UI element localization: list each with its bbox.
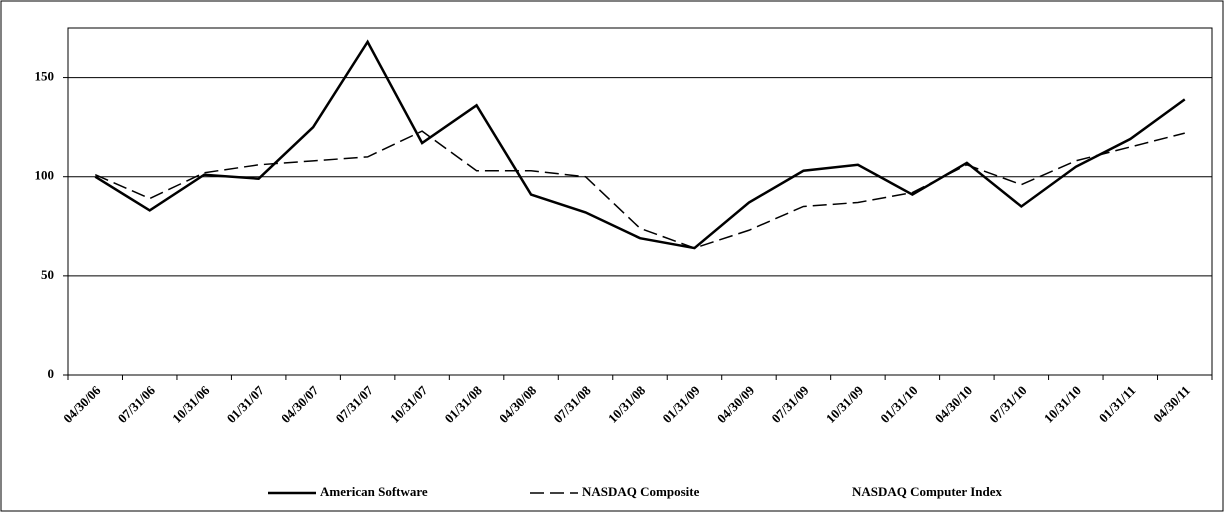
plot-frame xyxy=(67,27,1213,376)
x-tick-label: 07/31/10 xyxy=(986,383,1029,426)
x-tick-label: 04/30/09 xyxy=(714,382,758,426)
series-line xyxy=(94,39,1186,250)
x-tick-label: 10/31/10 xyxy=(1041,383,1084,426)
x-tick-label: 10/31/08 xyxy=(605,382,649,426)
x-tick-label: 07/31/09 xyxy=(768,382,812,426)
x-tick-label: 01/31/10 xyxy=(877,383,920,426)
x-tick-label: 07/31/06 xyxy=(115,382,159,426)
series-line xyxy=(94,130,1185,249)
x-tick-label: 04/30/11 xyxy=(1150,383,1193,426)
x-tick-label: 01/31/09 xyxy=(659,382,703,426)
legend-label: NASDAQ Composite xyxy=(582,484,700,499)
x-tick-label: 01/31/11 xyxy=(1096,383,1139,426)
legend-label: NASDAQ Computer Index xyxy=(852,484,1002,499)
y-tick-label: 150 xyxy=(35,69,55,84)
x-tick-label: 04/30/07 xyxy=(278,382,322,426)
y-tick-label: 50 xyxy=(41,267,54,282)
x-tick-label: 10/31/09 xyxy=(823,382,867,426)
x-tick-label: 04/30/10 xyxy=(932,383,975,426)
y-tick-label: 100 xyxy=(35,168,55,183)
legend-label: American Software xyxy=(320,484,428,499)
x-tick-label: 07/31/07 xyxy=(333,382,377,426)
x-tick-label: 07/31/08 xyxy=(550,382,594,426)
x-tick-label: 10/31/07 xyxy=(387,382,431,426)
x-tick-label: 01/31/07 xyxy=(224,382,268,426)
x-tick-label: 04/30/08 xyxy=(496,382,540,426)
x-tick-label: 01/31/08 xyxy=(442,382,486,426)
x-tick-label: 10/31/06 xyxy=(169,382,213,426)
y-tick-label: 0 xyxy=(48,366,55,381)
x-tick-label: 04/30/06 xyxy=(60,382,104,426)
